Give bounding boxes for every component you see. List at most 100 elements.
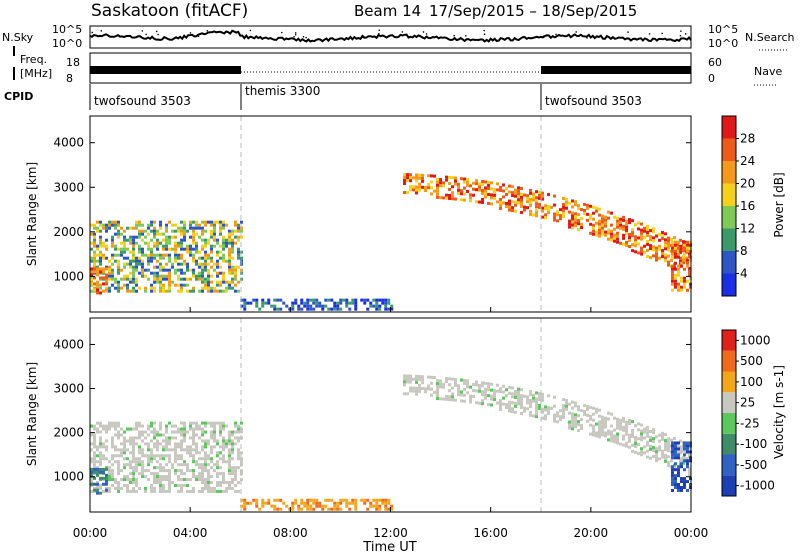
- velocity-cell: [222, 421, 225, 425]
- velocity-cell: [105, 445, 108, 449]
- velocity-cell: [409, 386, 413, 390]
- power-cell: [493, 193, 497, 197]
- velocity-cell: [619, 418, 623, 422]
- power-cell: [162, 283, 165, 287]
- power-cell: [93, 270, 96, 274]
- power-cell: [571, 199, 575, 203]
- velocity-cell: [99, 476, 102, 480]
- velocity-cell: [168, 442, 171, 446]
- power-cell: [643, 250, 647, 254]
- velocity-cell: [147, 463, 150, 467]
- power-cell: [577, 219, 581, 223]
- power-cell: [670, 288, 674, 292]
- power-colorbar-segment: [722, 228, 736, 251]
- velocity-cell: [330, 507, 334, 511]
- power-cell: [240, 229, 243, 233]
- time-tick-label: 08:00: [273, 526, 308, 540]
- velocity-cell: [598, 408, 602, 412]
- power-cell: [604, 233, 608, 237]
- power-cell: [670, 255, 674, 259]
- velocity-cell: [481, 381, 485, 385]
- power-cell: [114, 253, 117, 257]
- power-cell: [520, 186, 524, 190]
- velocity-cell: [604, 416, 608, 420]
- velocity-cell: [670, 447, 674, 451]
- velocity-cell: [129, 427, 132, 431]
- power-cell: [255, 301, 259, 305]
- velocity-cell: [421, 387, 425, 391]
- velocity-cell: [403, 392, 407, 396]
- velocity-cell: [649, 435, 653, 439]
- velocity-cell: [472, 383, 476, 387]
- velocity-cell: [219, 430, 222, 434]
- velocity-cell: [117, 489, 120, 493]
- power-cell: [183, 277, 186, 281]
- velocity-cell: [622, 419, 626, 423]
- velocity-cell: [565, 398, 569, 402]
- power-cell: [649, 235, 653, 239]
- velocity-cell: [225, 481, 228, 485]
- power-cell: [682, 267, 686, 271]
- velocity-cell: [685, 488, 689, 492]
- power-cell: [646, 224, 650, 228]
- velocity-colorbar-segment: [722, 475, 736, 496]
- power-cell: [99, 241, 102, 245]
- velocity-cell: [216, 460, 219, 464]
- time-tick-label: 00:00: [73, 526, 108, 540]
- velocity-cell: [165, 454, 168, 458]
- velocity-cell: [96, 448, 99, 452]
- velocity-cell: [114, 454, 117, 458]
- power-cell: [625, 228, 629, 232]
- velocity-cell: [598, 429, 602, 433]
- velocity-cell: [679, 439, 683, 443]
- velocity-cell: [520, 397, 524, 401]
- velocity-cell: [147, 448, 150, 452]
- velocity-cell: [514, 389, 518, 393]
- power-cell: [511, 200, 515, 204]
- search-dot: [453, 34, 455, 37]
- velocity-cell: [90, 467, 93, 471]
- power-cell: [661, 234, 665, 238]
- velocity-colorbar-segment: [722, 392, 736, 413]
- velocity-cell: [117, 472, 120, 476]
- power-cell: [123, 244, 126, 248]
- velocity-cell: [108, 486, 111, 490]
- velocity-cell: [198, 457, 201, 461]
- velocity-cell: [93, 460, 96, 464]
- velocity-cell: [384, 504, 388, 508]
- velocity-cell: [643, 430, 647, 434]
- power-colorbar-segment: [722, 116, 736, 139]
- power-cell: [198, 271, 201, 275]
- velocity-cell: [225, 460, 228, 464]
- power-cell: [625, 240, 629, 244]
- velocity-cell: [592, 427, 596, 431]
- power-cell: [472, 193, 476, 197]
- power-cell: [369, 304, 373, 308]
- power-cell: [646, 227, 650, 231]
- power-cell: [291, 304, 295, 308]
- power-cell: [99, 276, 102, 280]
- velocity-cell: [171, 448, 174, 452]
- power-cell: [544, 207, 548, 211]
- velocity-cell: [541, 416, 545, 420]
- power-cell: [604, 230, 608, 234]
- velocity-cell: [321, 504, 325, 508]
- velocity-cell: [216, 472, 219, 476]
- velocity-cell: [312, 498, 316, 502]
- power-cell: [132, 241, 135, 245]
- power-colorbar-segment: [722, 251, 736, 274]
- power-cell: [189, 244, 192, 248]
- power-cell: [601, 232, 605, 236]
- power-cell: [523, 193, 527, 197]
- velocity-cell: [643, 427, 647, 431]
- velocity-cell: [679, 448, 683, 452]
- power-cell: [330, 298, 334, 302]
- velocity-cell: [114, 460, 117, 464]
- power-cell: [153, 289, 156, 293]
- power-cell: [222, 223, 225, 227]
- power-cell: [180, 247, 183, 251]
- power-cell: [99, 286, 102, 290]
- power-cell: [117, 232, 120, 236]
- velocity-cell: [219, 427, 222, 431]
- power-cell: [637, 251, 641, 255]
